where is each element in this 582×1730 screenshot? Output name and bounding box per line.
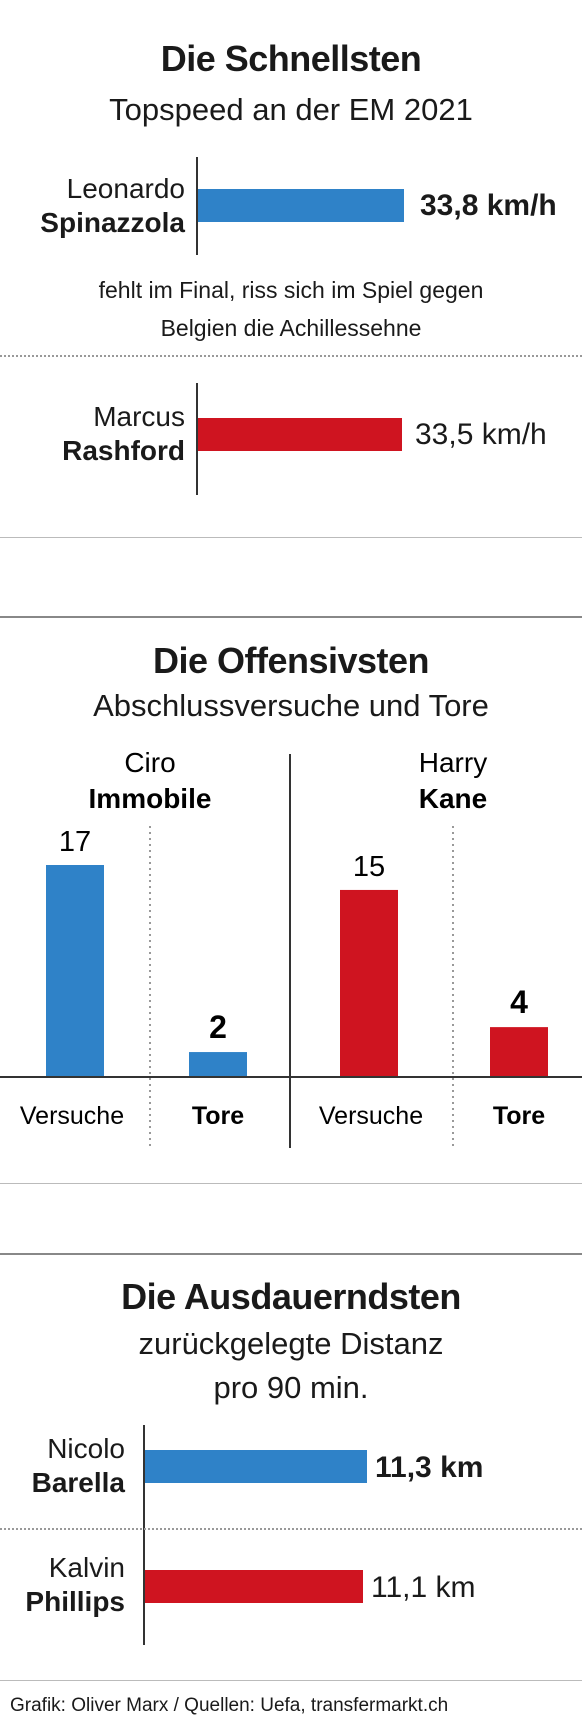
speed-value-rashford: 33,5 km/h	[415, 418, 547, 451]
section-top-rule-2	[0, 616, 582, 618]
stamina-bar-barella	[145, 1450, 367, 1483]
label-kane-versuche: 15	[353, 851, 385, 883]
stamina-bar-phillips	[145, 1570, 364, 1603]
stamina-chart-title: Die Ausdauerndsten	[121, 1276, 461, 1317]
speed-chart-title: Die Schnellsten	[160, 38, 422, 79]
player-first-kane: Harry	[419, 747, 487, 778]
bar-kane-tore	[490, 1027, 548, 1077]
player-last-immobile: Immobile	[89, 783, 212, 814]
speed-bar-rashford	[198, 418, 403, 451]
category-label-versuche-1: Versuche	[20, 1102, 124, 1130]
label-immobile-tore: 2	[209, 1009, 227, 1045]
divider-dotted-3	[0, 1528, 582, 1530]
player-name-rashford: Marcus Rashford	[62, 401, 185, 466]
player-first-immobile: Ciro	[124, 747, 175, 778]
speed-axis-2	[196, 383, 198, 495]
spinazzola-note: fehlt im Final, riss sich im Spiel gegen…	[98, 277, 484, 341]
player-last-kane: Kane	[419, 783, 487, 814]
label-immobile-versuche: 17	[59, 826, 91, 858]
footer-rule	[0, 1680, 582, 1681]
bar-kane-versuche	[340, 889, 398, 1077]
offense-bar-chart: Ciro Immobile Harry Kane 17 2 15 4 Versu…	[0, 747, 582, 1148]
category-label-tore-2: Tore	[493, 1102, 545, 1130]
category-label-versuche-2: Versuche	[319, 1102, 423, 1130]
divider-dotted-1	[0, 355, 582, 357]
stamina-value-barella: 11,3 km	[375, 1451, 484, 1484]
source-credit: Grafik: Oliver Marx / Quellen: Uefa, tra…	[10, 1695, 449, 1716]
section-end-rule-1	[0, 537, 582, 538]
speed-chart-subtitle: Topspeed an der EM 2021	[109, 92, 473, 127]
speed-axis-1	[196, 157, 198, 255]
stamina-value-phillips: 11,1 km	[371, 1571, 476, 1604]
speed-value-spinazzola: 33,8 km/h	[420, 189, 557, 222]
stamina-axis	[143, 1425, 145, 1645]
section-top-rule-3	[0, 1253, 582, 1255]
label-kane-tore: 4	[510, 984, 528, 1020]
section-end-rule-2	[0, 1183, 582, 1184]
stamina-chart-subtitle-2: pro 90 min.	[213, 1370, 369, 1405]
stamina-chart-subtitle-1: zurückgelegte Distanz	[138, 1326, 444, 1361]
bar-immobile-versuche	[46, 865, 104, 1077]
offense-chart-subtitle: Abschlussversuche und Tore	[93, 688, 489, 723]
category-label-tore-1: Tore	[192, 1102, 244, 1130]
offense-chart-title: Die Offensivsten	[152, 640, 430, 681]
player-name-phillips: Kalvin Phillips	[25, 1552, 125, 1617]
bar-immobile-tore	[189, 1052, 247, 1077]
player-name-spinazzola: Leonardo Spinazzola	[40, 173, 185, 238]
speed-bar-spinazzola	[198, 189, 404, 222]
player-name-barella: Nicolo Barella	[31, 1433, 125, 1498]
